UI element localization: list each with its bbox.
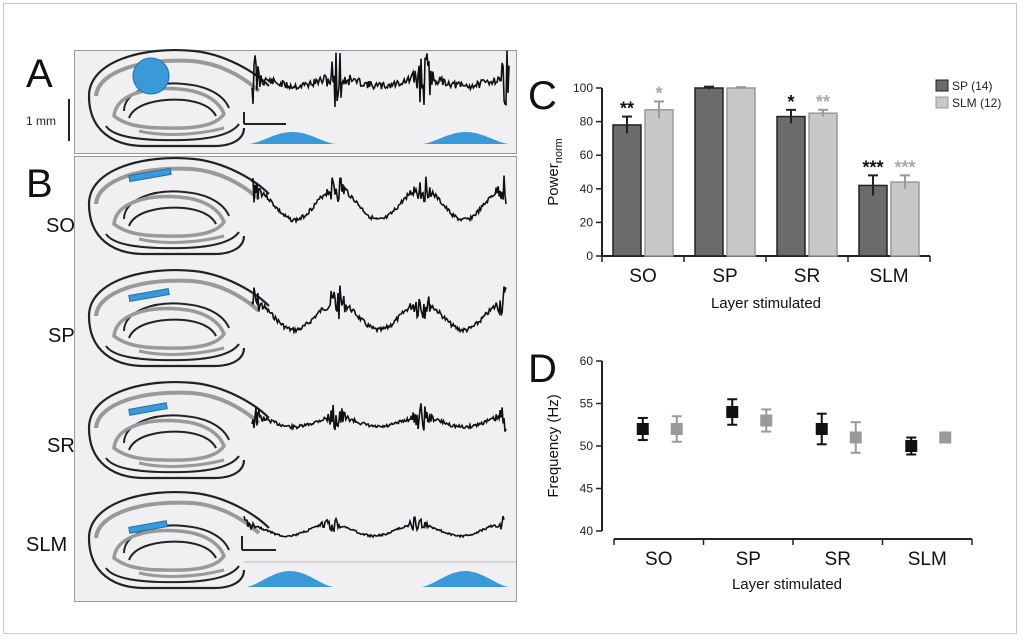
- category-label: SP: [712, 266, 737, 287]
- trace-slm: [243, 515, 505, 539]
- bar-sp-sp: [694, 87, 724, 257]
- point-so-sp: [636, 423, 649, 435]
- panel-label-a: A: [26, 52, 53, 96]
- row-label-sr: SR: [47, 435, 75, 457]
- bar-sp-slm: [726, 87, 756, 257]
- point-sp-slm: [760, 414, 773, 427]
- category-label: SR: [794, 266, 820, 287]
- y-axis-subscript: norm: [553, 138, 565, 163]
- figure-frame: A 1 mm B SO SP SR SLM: [3, 3, 1017, 634]
- category-label: SO: [629, 266, 656, 287]
- significance-mark: **: [816, 92, 830, 112]
- panel-label-b: B: [26, 162, 53, 206]
- legend-label: SP (14): [952, 79, 992, 93]
- bar-slm-slm: [890, 181, 920, 257]
- bar-slm-sp: [858, 184, 888, 257]
- row-label-so: SO: [46, 215, 75, 237]
- y-tick-label: 50: [580, 439, 594, 453]
- trace-sr: [251, 403, 507, 432]
- point-sr-sp: [815, 423, 828, 435]
- panel-label-c: C: [528, 74, 557, 118]
- bar-sr-sp: [776, 115, 806, 257]
- bar-so-sp: [612, 124, 642, 257]
- frequency-chart: 40 45 50 55 60 SO SP SR SLM Layer stimulated Frequ…: [545, 354, 973, 593]
- hippocampus-drawing-a: [87, 48, 271, 148]
- point-sp-sp: [726, 406, 739, 418]
- scale-bar: [68, 99, 70, 141]
- illustration-layer: [87, 48, 516, 590]
- y-tick-label: 100: [573, 81, 593, 95]
- trace-so: [251, 175, 507, 225]
- category-label: SP: [736, 549, 761, 570]
- legend-swatch: [935, 96, 949, 109]
- y-tick-label: 40: [580, 182, 594, 196]
- significance-mark: **: [620, 99, 634, 119]
- y-tick-label: 55: [580, 397, 594, 411]
- y-tick-label: 0: [586, 249, 593, 263]
- bar-so-slm: [644, 109, 674, 257]
- scale-bar-label: 1 mm: [26, 114, 56, 128]
- point-sr-slm: [849, 431, 862, 444]
- light-stimulus-b: [246, 571, 509, 587]
- y-tick-label: 20: [580, 215, 594, 229]
- significance-mark: *: [787, 92, 794, 112]
- y-tick-label: 40: [580, 524, 594, 538]
- electrode-sr: [128, 402, 168, 416]
- electrode-slm: [128, 520, 168, 534]
- row-label-sp: SP: [48, 325, 75, 347]
- category-label: SO: [645, 549, 672, 570]
- electrode-sp: [128, 287, 170, 303]
- x-axis-title: Layer stimulated: [711, 295, 821, 312]
- category-label: SLM: [908, 549, 947, 570]
- light-stimulus-a: [249, 132, 509, 144]
- category-label: SR: [825, 549, 851, 570]
- point-slm-sp: [905, 440, 918, 452]
- significance-mark: ***: [894, 157, 915, 177]
- y-tick-label: 80: [580, 115, 594, 129]
- significance-mark: ***: [862, 157, 883, 177]
- y-tick-label: 60: [580, 148, 594, 162]
- x-axis-title: Layer stimulated: [732, 576, 842, 593]
- bar-sr-slm: [808, 112, 838, 257]
- light-spot-icon: [132, 57, 170, 95]
- panel-label-d: D: [528, 347, 557, 391]
- y-axis-title: Powernorm: [545, 138, 565, 206]
- y-axis-title: Frequency (Hz): [545, 394, 562, 497]
- y-tick-label: 60: [580, 354, 594, 368]
- significance-mark: *: [655, 83, 662, 103]
- electrode-so: [128, 167, 172, 183]
- trace-a: [251, 50, 510, 108]
- trace-sp: [251, 285, 507, 336]
- legend-swatch: [935, 79, 949, 92]
- point-so-slm: [670, 423, 683, 435]
- legend-label: SLM (12): [952, 96, 1001, 110]
- row-label-slm: SLM: [26, 534, 68, 556]
- y-tick-label: 45: [580, 482, 594, 496]
- category-label: SLM: [869, 266, 908, 287]
- point-slm-slm: [939, 431, 952, 444]
